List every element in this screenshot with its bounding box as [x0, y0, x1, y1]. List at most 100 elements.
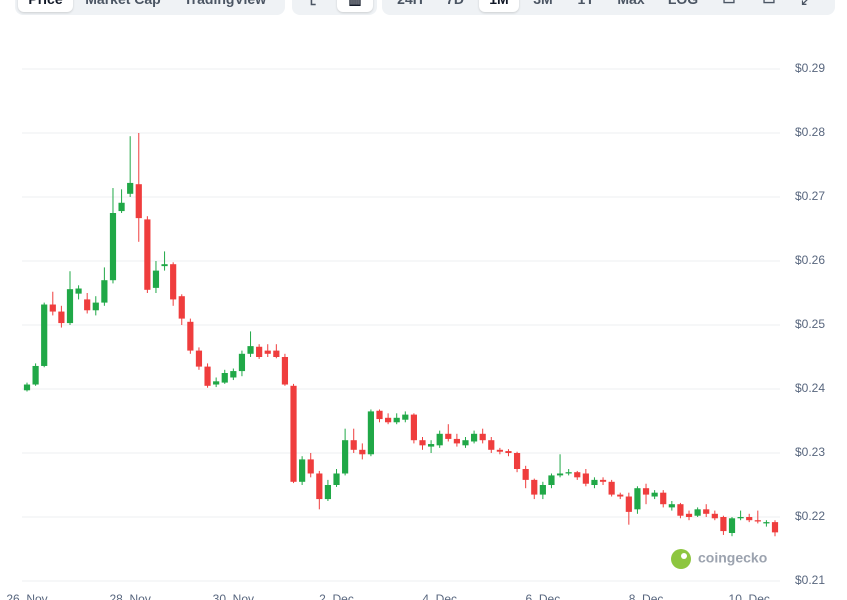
chart-style-tabs: ⌞ ▥: [292, 0, 377, 15]
candle-body: [728, 518, 736, 533]
calendar-icon[interactable]: ▭: [714, 0, 744, 12]
candle-body: [634, 488, 641, 510]
candle-body: [496, 449, 503, 452]
tab[interactable]: 3M: [523, 0, 563, 12]
candle-body: [161, 264, 168, 267]
export-icon[interactable]: ▭: [754, 0, 784, 12]
candle-body: [479, 433, 486, 441]
candle-body: [462, 440, 469, 446]
candle-body: [299, 459, 306, 482]
candle-body: [556, 473, 564, 476]
candle-body: [548, 475, 555, 485]
candle-body: [771, 522, 779, 533]
candle-body: [290, 385, 297, 482]
candle-body: [582, 473, 589, 484]
tab[interactable]: 1Y: [566, 0, 606, 12]
candle-body: [58, 311, 65, 324]
candle-body: [316, 473, 323, 500]
candle-body: [221, 373, 228, 383]
candle-body: [281, 357, 289, 385]
candle-body: [694, 509, 701, 516]
candle-body: [746, 517, 753, 521]
tab[interactable]: 24H: [390, 0, 430, 12]
candle-body: [754, 520, 761, 522]
tab[interactable]: 7D: [435, 0, 475, 12]
candle-body: [660, 492, 667, 505]
candle-body: [367, 411, 375, 455]
candle-body: [376, 410, 383, 420]
candle-body: [599, 479, 607, 482]
candle-body: [307, 459, 314, 474]
candle-body: [178, 296, 185, 319]
candle-body: [264, 350, 271, 354]
line-icon[interactable]: ⌞: [295, 0, 331, 12]
candle-body: [75, 288, 82, 294]
candle-body: [101, 280, 108, 303]
candle-body: [402, 414, 409, 420]
tab[interactable]: LOG: [662, 0, 704, 12]
candle-body: [92, 302, 99, 311]
candle-body: [342, 440, 349, 474]
candle-body: [608, 481, 615, 495]
candle-body: [711, 513, 718, 519]
candle-body: [505, 451, 512, 453]
range-tabs: 24H 7D 1M 3M 1Y Max LOG ▭ ▭ ⤢: [382, 0, 835, 15]
candle-body: [445, 433, 452, 439]
candle-body: [410, 414, 417, 441]
candle-body: [427, 444, 435, 447]
y-tick-label: $0.23: [795, 445, 825, 459]
candle-body: [152, 270, 160, 288]
y-tick-label: $0.27: [795, 189, 825, 203]
candle-body: [135, 184, 142, 219]
candle-body: [84, 299, 91, 311]
x-tick-label: 4. Dec: [422, 592, 457, 600]
candle-body: [187, 321, 194, 351]
x-tick-label: 28. Nov: [109, 592, 150, 600]
candle-body: [539, 485, 546, 495]
candle-body: [651, 492, 658, 497]
candle-body: [531, 479, 538, 495]
y-tick-label: $0.21: [795, 573, 825, 587]
candle-body: [436, 433, 443, 446]
candle-icon[interactable]: ▥: [337, 0, 373, 12]
candle-body: [565, 472, 572, 474]
watermark: coingecko: [698, 550, 767, 566]
candle-body: [513, 453, 521, 469]
candle-body: [642, 488, 650, 495]
x-tick-label: 26. Nov: [6, 592, 47, 600]
tab[interactable]: TradingView: [173, 0, 277, 12]
candle-body: [685, 513, 693, 517]
candle-body: [737, 517, 744, 519]
candle-body: [617, 494, 624, 497]
tab[interactable]: Market Cap: [78, 0, 168, 12]
tab[interactable]: Max: [610, 0, 652, 12]
tab[interactable]: 1M: [479, 0, 519, 12]
x-tick-label: 6. Dec: [526, 592, 561, 600]
candle-body: [574, 472, 581, 478]
candle-body: [23, 384, 31, 391]
y-tick-label: $0.26: [795, 253, 825, 267]
candle-body: [720, 517, 727, 532]
candle-body: [32, 365, 39, 385]
candle-body: [118, 202, 125, 212]
candle-body: [238, 353, 246, 372]
x-tick-label: 8. Dec: [629, 592, 664, 600]
candle-body: [453, 438, 460, 444]
candle-body: [49, 304, 56, 312]
y-tick-label: $0.29: [795, 61, 825, 75]
y-tick-label: $0.24: [795, 381, 825, 395]
x-tick-label: 30. Nov: [213, 592, 254, 600]
candle-body: [419, 440, 426, 446]
expand-icon[interactable]: ⤢: [792, 0, 822, 12]
candle-body: [273, 350, 280, 357]
candle-body: [109, 213, 117, 281]
view-tabs: Price Market Cap TradingView: [15, 0, 285, 15]
tab[interactable]: Price: [18, 0, 73, 12]
candle-body: [385, 417, 392, 423]
candle-body: [144, 219, 151, 290]
candle-body: [359, 449, 366, 455]
candle-body: [213, 381, 220, 385]
x-tick-label: 2. Dec: [319, 592, 354, 600]
